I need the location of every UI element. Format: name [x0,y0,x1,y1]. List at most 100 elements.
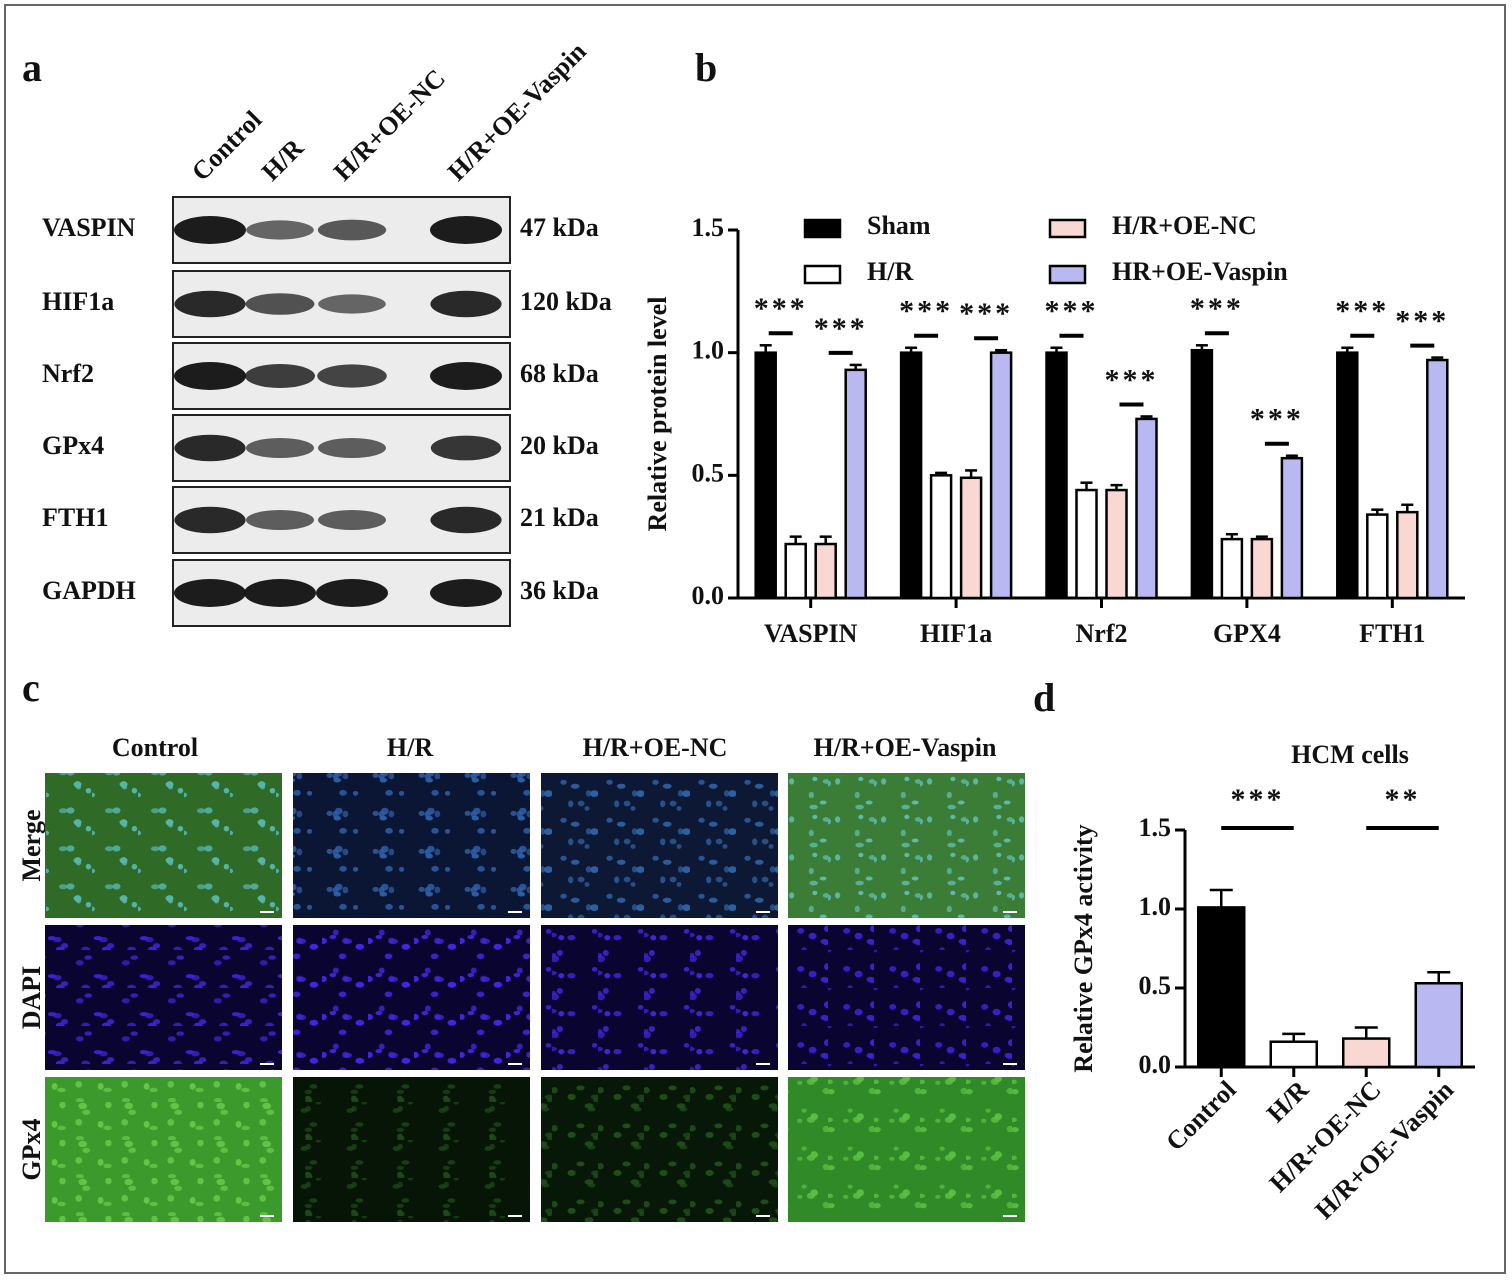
legend-swatch [803,264,842,285]
significance-label: *** [1231,783,1285,816]
y-tick-label: 1.5 [1139,813,1172,842]
error-bar [1427,970,1451,984]
significance-label: *** [1045,295,1099,328]
blot-band [430,506,502,534]
blot-band [317,364,387,388]
y-axis-label: Relative GPx4 activity [1069,824,1098,1072]
error-bar [819,535,832,545]
micrograph [293,773,530,918]
significance-label: *** [754,292,808,325]
legend-label: Sham [867,211,931,240]
blot-band [316,579,388,607]
blot-band [174,506,246,534]
error-bar [1282,1032,1306,1042]
protein-label: GAPDH [42,576,136,605]
blot-band [174,362,246,390]
blot-band [246,438,314,458]
panel-label: a [22,45,42,90]
panel-label: b [695,45,717,90]
micrograph [541,1077,778,1222]
column-label: Control [112,733,198,762]
error-bar [1050,346,1063,353]
significance-label: *** [1105,363,1159,396]
error-bar [1354,1026,1378,1039]
bar [844,368,867,600]
blot-band [174,290,246,318]
protein-label: Nrf2 [42,359,94,388]
error-bar [1080,481,1093,491]
blot-band [174,216,246,244]
blot-band [244,579,316,607]
bar [1280,456,1304,600]
significance-label: ** [1385,783,1421,816]
error-bar [1341,346,1354,353]
legend-label: HR+OE-Vaspin [1112,257,1288,286]
y-tick-label: 0.5 [692,458,725,487]
row-label: Merge [17,809,46,881]
blot-band [430,579,502,607]
micrograph [541,925,778,1070]
error-bar [935,471,948,476]
bar [959,476,983,600]
blot-band [318,294,386,314]
x-tick-label: HIF1a [920,619,992,648]
micrograph [293,1077,530,1222]
error-bar [1401,503,1414,513]
error-bar [759,344,772,353]
bar [1250,537,1274,600]
micrograph [788,925,1025,1070]
legend-swatch [1048,218,1087,239]
error-bar [1431,356,1444,361]
x-tick-label: GPX4 [1213,619,1281,648]
size-label: 120 kDa [520,287,612,316]
bar [1197,906,1246,1069]
bar [1336,351,1359,600]
error-bar [789,535,802,545]
blot-band [318,438,386,458]
micrograph [45,1077,282,1222]
error-bar [1209,888,1233,908]
error-bar [965,469,978,478]
significance-label: *** [1190,292,1244,325]
protein-label: HIF1a [42,287,114,316]
blot-band [430,435,502,461]
bar [1075,488,1098,600]
significance-label: *** [899,295,953,328]
bar [1414,982,1463,1069]
blot-band [246,220,314,240]
column-label: H/R+OE-NC [583,733,728,762]
blot-band [246,510,314,530]
bar [784,542,807,600]
blot-band [174,579,246,607]
bar [1135,417,1158,600]
micrograph [45,773,282,918]
significance-label: *** [814,312,868,345]
size-label: 36 kDa [520,576,599,605]
significance-label: *** [1335,295,1389,328]
panel-label: d [1033,675,1055,720]
column-label: H/R [387,733,433,762]
bar [754,351,777,600]
blot-band [430,290,502,318]
bar [814,542,837,600]
row-label: DAPI [17,966,46,1030]
significance-label: *** [1395,304,1449,337]
error-bar [1140,415,1153,419]
bar [1190,348,1214,600]
error-bar [1371,508,1384,515]
error-bar [1255,535,1268,540]
x-tick-label: VASPIN [764,619,858,648]
bar [1045,351,1068,600]
legend-swatch [1048,264,1087,285]
bar [1366,513,1389,600]
bar [1269,1040,1318,1069]
protein-label: GPx4 [42,431,104,460]
row-label: GPx4 [17,1118,46,1180]
blot-band [430,362,502,390]
y-tick-label: 1.5 [692,213,725,242]
blot-band [245,293,315,315]
bar [1426,358,1449,600]
panel-label: c [22,665,40,710]
y-tick-label: 1.0 [1139,892,1172,921]
